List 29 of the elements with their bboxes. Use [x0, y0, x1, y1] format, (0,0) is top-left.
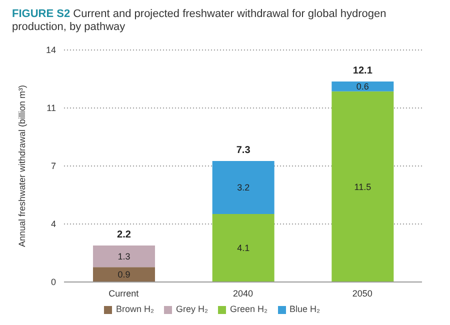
- chart-title: FIGURE S2 Current and projected freshwater withdrawal for global hydrogen production, by pathway: [11, 8, 388, 34]
- y-axis-title: Annual freshwater withdrawal (billion m³): [17, 84, 28, 248]
- total-label: 7.3: [236, 145, 251, 156]
- y-tick-label: 7: [50, 161, 56, 172]
- data-label: 0.9: [118, 270, 130, 280]
- data-label: 4.1: [237, 243, 250, 254]
- data-label: 3.2: [237, 182, 250, 193]
- legend-label: Blue H₂: [290, 304, 320, 314]
- legend-label: Brown H₂: [116, 304, 154, 314]
- y-tick-label: 0: [50, 277, 56, 288]
- bar: [212, 214, 274, 282]
- bar: [93, 267, 155, 282]
- bar: [93, 246, 155, 268]
- y-tick-label: 4: [50, 219, 56, 230]
- data-label: 11.5: [354, 182, 372, 192]
- bar: [332, 81, 394, 92]
- data-label: 1.3: [118, 252, 130, 262]
- x-tick-label: Current: [108, 288, 140, 298]
- bar: [332, 91, 394, 282]
- total-label: 12.1: [352, 65, 373, 76]
- y-tick-label: 11: [46, 103, 56, 114]
- total-label: 2.2: [117, 230, 132, 241]
- bar: [212, 161, 274, 214]
- legend-label: Grey H₂: [176, 304, 208, 314]
- x-tick-label: 2050: [352, 288, 372, 298]
- data-label: 0.6: [356, 82, 369, 92]
- x-tick-label: 2040: [232, 288, 254, 298]
- legend-label: Green H₂: [230, 304, 268, 314]
- y-tick-label: 14: [46, 45, 56, 56]
